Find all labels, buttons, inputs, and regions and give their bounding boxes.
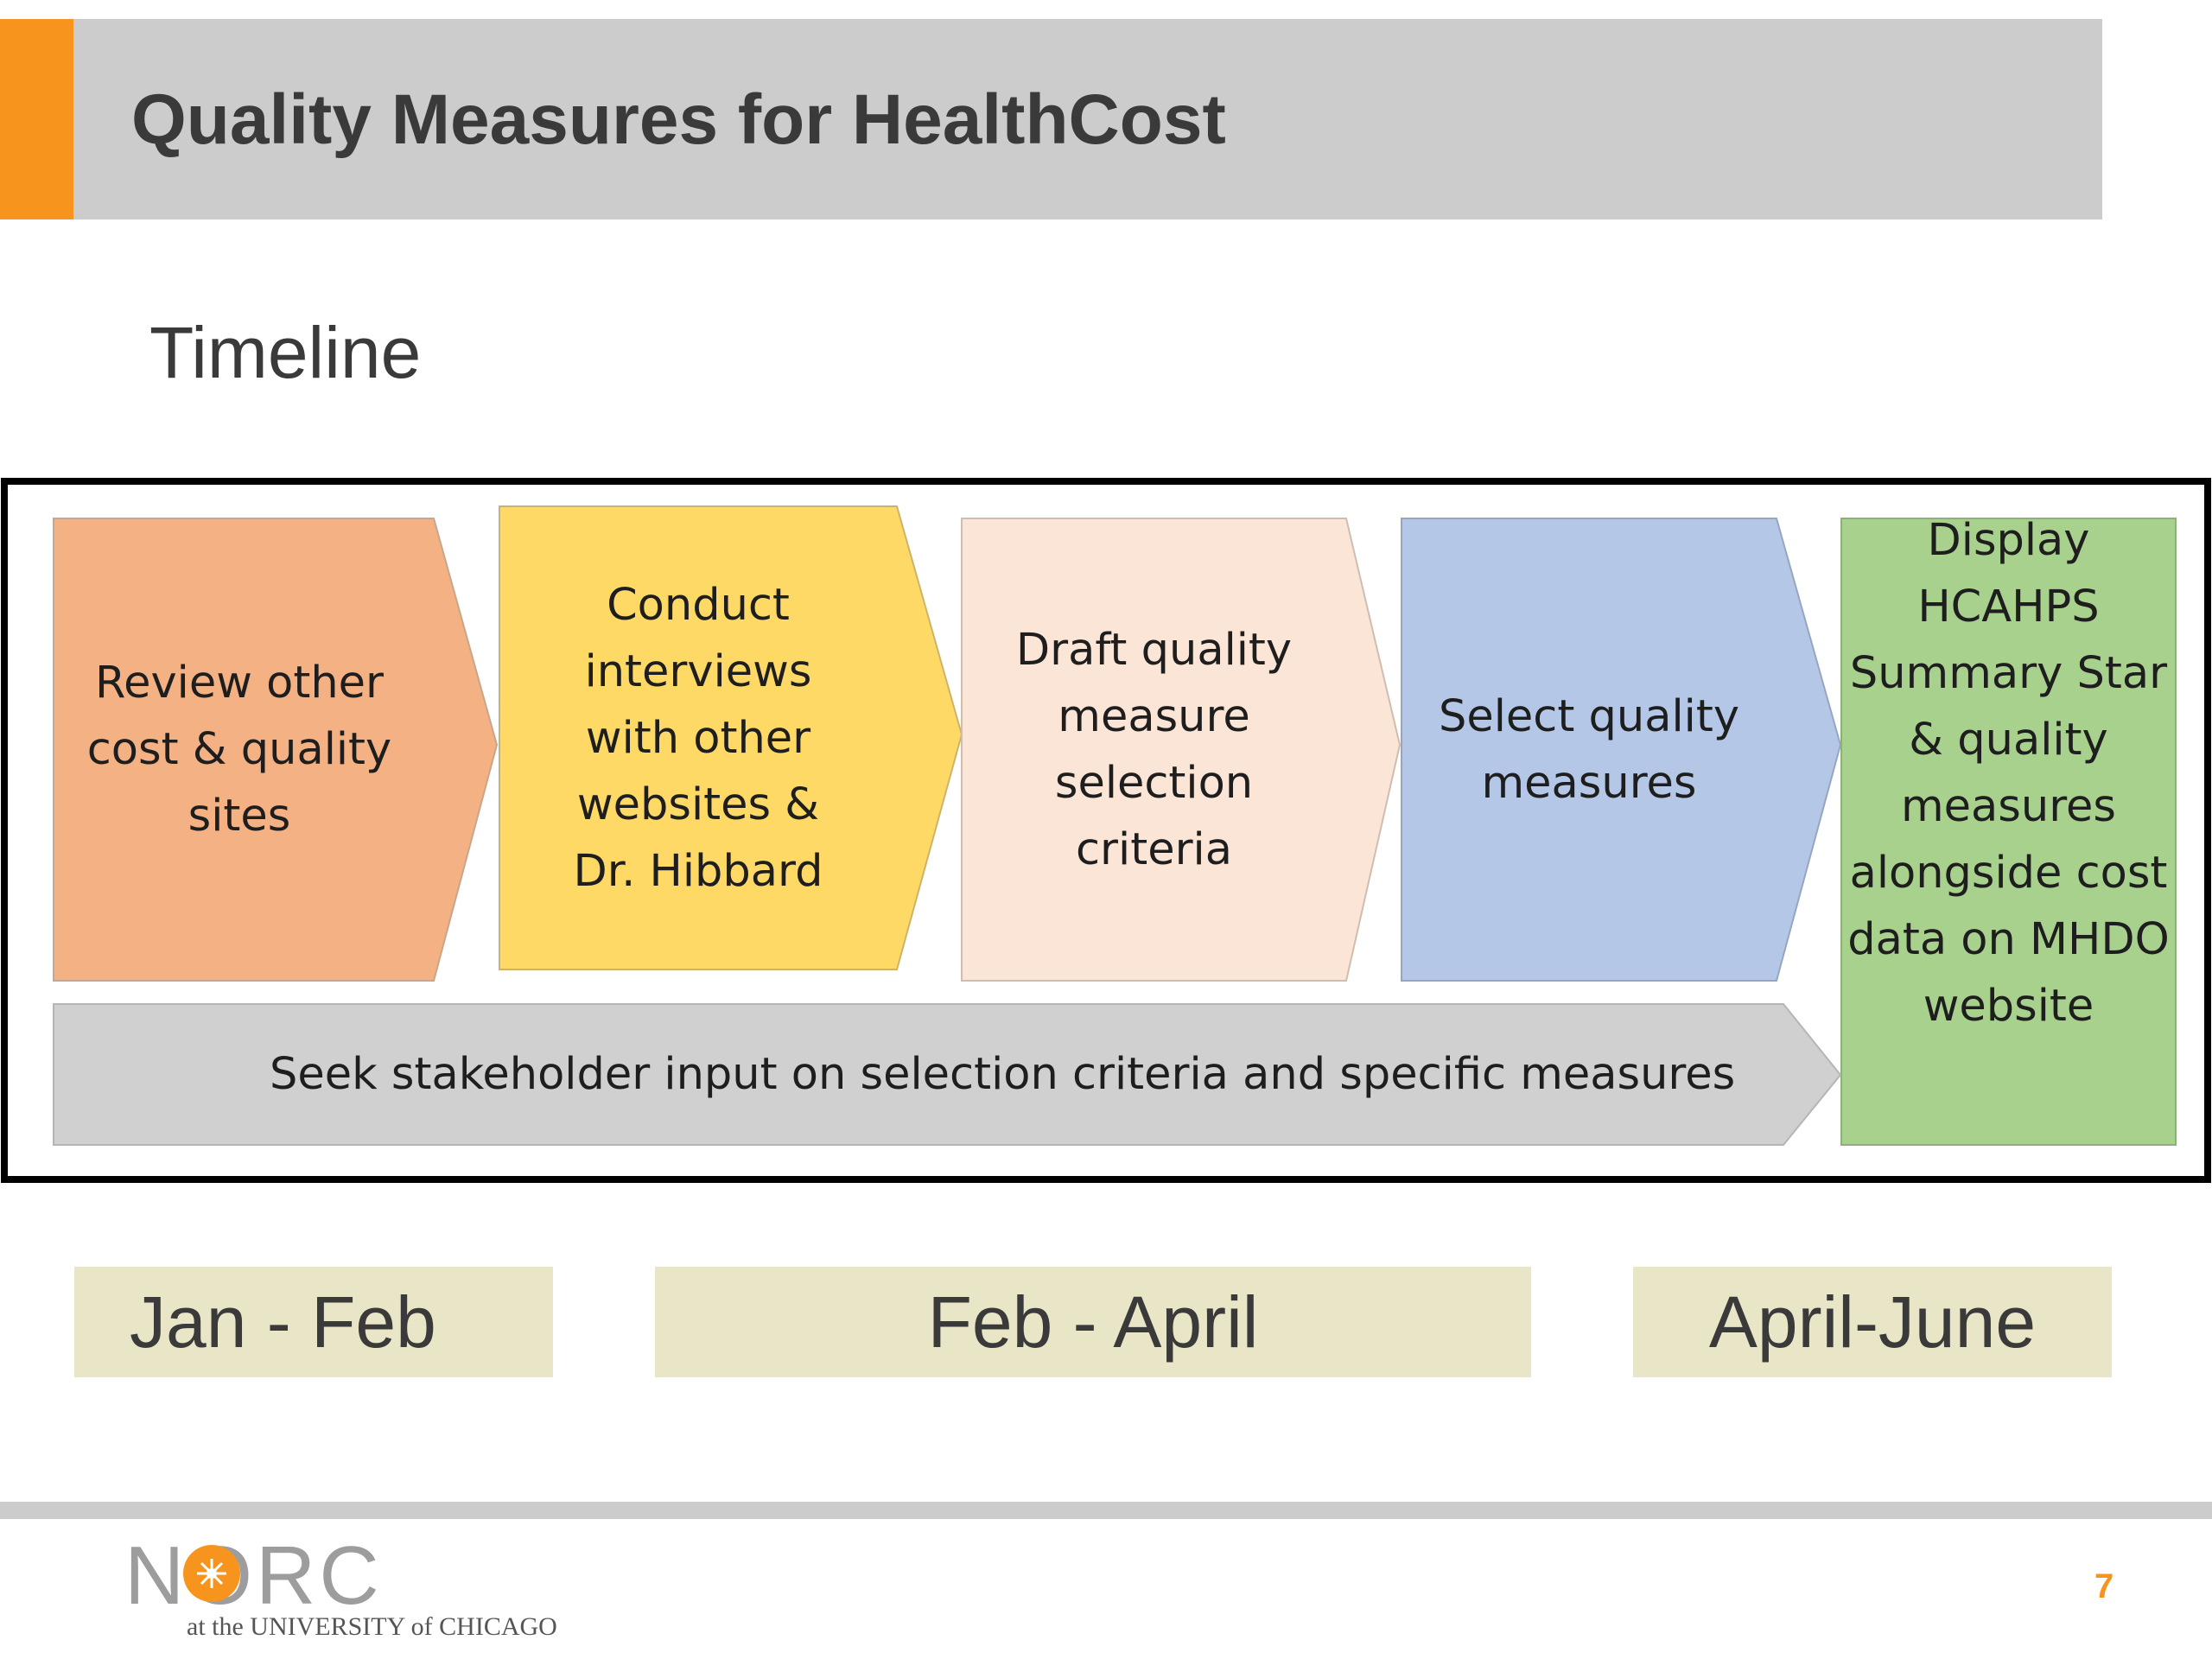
slide-title: Quality Measures for HealthCost: [131, 80, 1226, 159]
period-april-june: April-June: [1633, 1267, 2112, 1377]
period-jan-feb: Jan - Feb: [74, 1267, 553, 1377]
step-4-chevron: [1401, 518, 1842, 982]
norc-logo: NORC at the UNIVERSITY of CHICAGO: [124, 1529, 557, 1647]
section-subtitle: Timeline: [149, 312, 422, 393]
period-label: Feb - April: [927, 1281, 1259, 1363]
step-4-label: Select quality measures: [1438, 690, 1739, 809]
step-1-label: Review other cost & quality sites: [86, 658, 392, 842]
step-2-chevron: [499, 505, 963, 970]
step-1-chevron: [53, 518, 499, 982]
header-accent-bar: [0, 19, 73, 219]
page-number: 7: [2094, 1567, 2114, 1605]
timeline-shapes: [1, 478, 2211, 1183]
step-3-label: Draft quality measure selection criteria: [1015, 624, 1293, 875]
stakeholder-arrow: [53, 1003, 1842, 1146]
header-band: [73, 19, 2102, 219]
period-label: April-June: [1708, 1281, 2037, 1363]
step-3-chevron: [961, 518, 1402, 982]
step-5-label: Display HCAHPS Summary Star & quality me…: [1847, 515, 2170, 1032]
stakeholder-bar-label: Seek stakeholder input on selection crit…: [270, 1049, 1736, 1100]
logo-subtext: at the UNIVERSITY of CHICAGO: [187, 1612, 557, 1641]
period-label: Jan - Feb: [130, 1281, 436, 1363]
logo-wordmark: NORC: [124, 1529, 383, 1622]
period-feb-april: Feb - April: [655, 1267, 1531, 1377]
step-2-label: Conduct interviews with other websites &…: [573, 579, 823, 897]
footer-divider: [0, 1502, 2212, 1519]
timeline-diagram: Review other cost & quality sites Conduc…: [0, 477, 2212, 1184]
step-5-box: [1840, 518, 2177, 1146]
logo-sun-icon: [183, 1545, 240, 1602]
